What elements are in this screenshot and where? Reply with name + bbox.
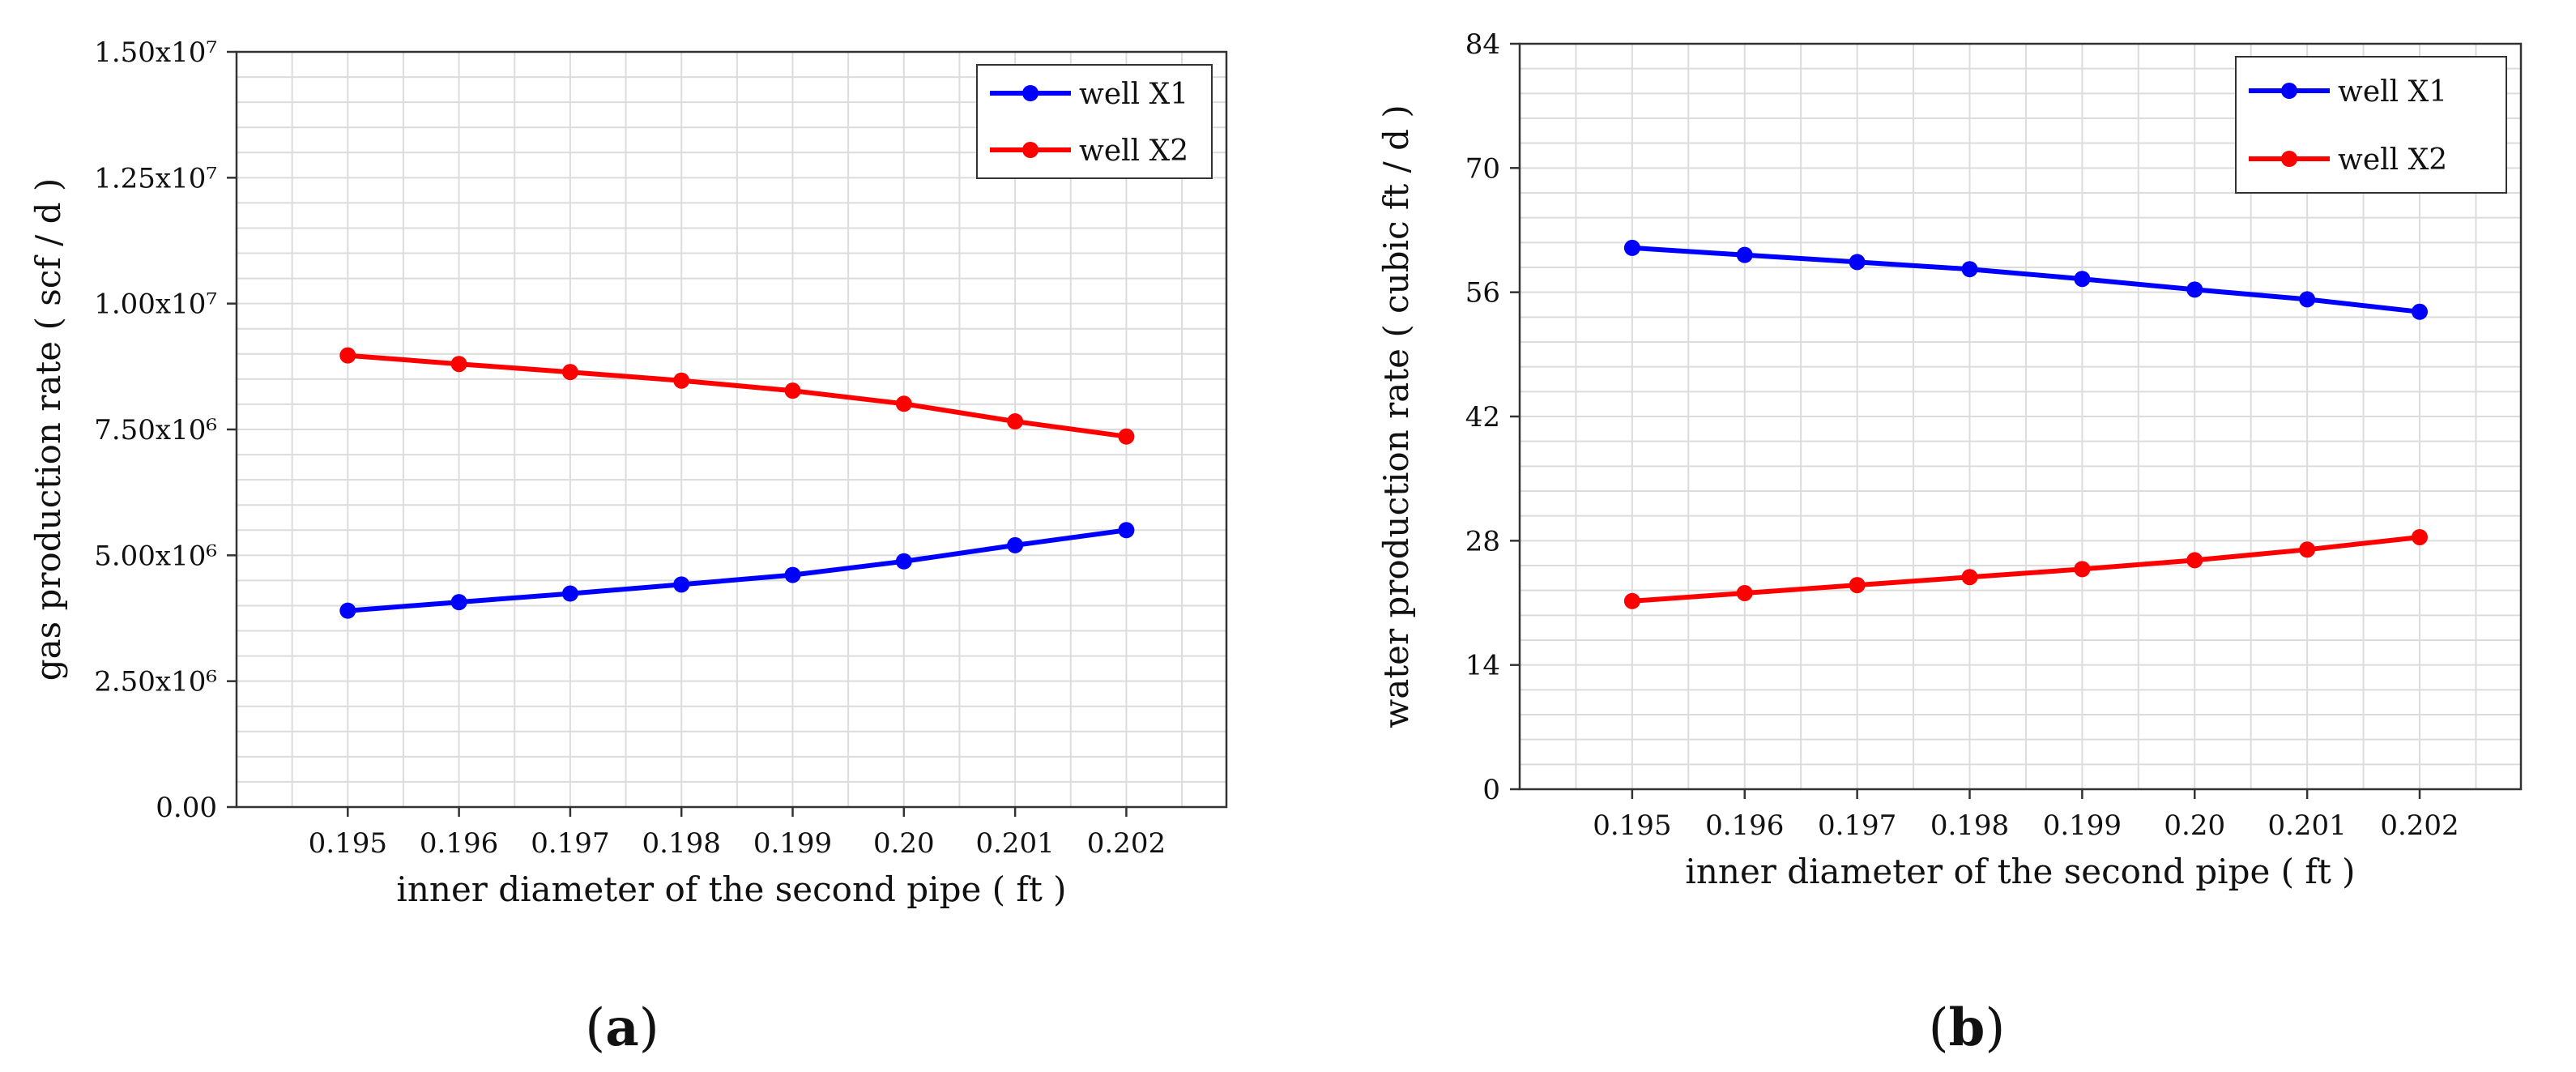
x-tick-label: 0.202 — [2380, 809, 2459, 842]
panel-label-part: b — [1949, 997, 1985, 1058]
data-point — [1849, 254, 1866, 271]
x-tick-label: 0.196 — [1705, 809, 1784, 842]
legend-box — [2235, 56, 2507, 194]
data-point — [1849, 577, 1866, 594]
data-point — [1961, 569, 1978, 586]
series-line-1 — [348, 527, 1127, 613]
data-point — [2412, 303, 2429, 320]
data-point — [784, 382, 801, 399]
data-point — [2186, 552, 2203, 569]
x-tick-label: 0.195 — [309, 827, 387, 860]
y-tick-label: 1.00x10⁷ — [94, 288, 217, 321]
y-tick-label: 56 — [1465, 277, 1500, 310]
panel-label: (b) — [1929, 997, 2006, 1058]
y-tick-label: 14 — [1465, 650, 1500, 682]
legend-swatch-marker — [1022, 142, 1039, 158]
y-tick-label: 0.00 — [156, 792, 217, 824]
panel-label-part: ( — [585, 998, 605, 1058]
data-point — [895, 553, 912, 570]
panel-label-part: ) — [639, 998, 659, 1058]
data-point — [895, 395, 912, 412]
x-tick-label: 0.199 — [2043, 809, 2122, 842]
y-axis-title: gas production rate ( scf / d ) — [28, 178, 68, 681]
y-axis-title: water production rate ( cubic ft / d ) — [1376, 105, 1416, 728]
panel-label-part: ( — [1929, 998, 1949, 1058]
y-tick-label: 70 — [1465, 152, 1500, 185]
data-point — [1961, 261, 1978, 278]
y-tick-label: 28 — [1465, 525, 1500, 557]
x-tick-label: 0.201 — [2267, 809, 2346, 842]
data-point — [1007, 413, 1024, 430]
data-point — [1623, 592, 1640, 609]
legend: well X1 well X2 — [976, 64, 1213, 179]
x-tick-label: 0.201 — [975, 827, 1054, 860]
x-tick-label: 0.198 — [1930, 809, 2009, 842]
y-tick-label: 7.50x10⁶ — [94, 414, 217, 446]
data-point — [561, 364, 578, 381]
x-tick-label: 0.196 — [420, 827, 498, 860]
legend-label: well X2 — [2338, 143, 2447, 177]
panel-label: (a) — [585, 997, 659, 1058]
data-point — [339, 602, 356, 619]
y-tick-label: 1.50x10⁷ — [94, 36, 217, 69]
panel-label-part: a — [605, 997, 638, 1058]
data-point — [450, 356, 467, 373]
data-point — [561, 585, 578, 602]
y-tick-label: 84 — [1465, 28, 1500, 61]
x-axis-title: inner diameter of the second pipe ( ft ) — [396, 869, 1066, 909]
data-point — [2299, 541, 2316, 558]
legend-swatch-marker — [2281, 83, 2297, 99]
legend-swatch-marker — [1022, 85, 1039, 101]
data-point — [450, 594, 467, 611]
x-tick-label: 0.20 — [873, 827, 935, 860]
legend: well X1 well X2 — [2235, 56, 2507, 194]
x-tick-label: 0.202 — [1087, 827, 1166, 860]
x-tick-label: 0.197 — [1818, 809, 1896, 842]
x-tick-label: 0.197 — [531, 827, 609, 860]
data-point — [2186, 281, 2203, 298]
x-axis-title: inner diameter of the second pipe ( ft ) — [1685, 852, 2355, 891]
chart-panel-a: 0.195 0.196 0.197 0.198 0.199 0.20 0.201 0.202 0… — [28, 36, 1228, 1058]
legend-label: well X2 — [1079, 135, 1188, 168]
data-point — [673, 372, 690, 389]
legend-box — [976, 64, 1213, 179]
series-line-2 — [1631, 535, 2420, 604]
x-tick-label: 0.198 — [642, 827, 721, 860]
data-point — [1736, 584, 1753, 601]
series-line-1 — [1631, 245, 2420, 314]
y-tick-label: 0 — [1482, 774, 1500, 806]
chart-panel-b: 0.195 0.196 0.197 0.198 0.199 0.20 0.201 0.202 0… — [1376, 28, 2523, 1058]
data-point — [2412, 528, 2429, 545]
data-point — [1118, 428, 1135, 445]
y-tick-label: 42 — [1465, 401, 1500, 433]
series-line-2 — [348, 352, 1127, 439]
y-tick-label: 5.00x10⁶ — [94, 540, 217, 572]
x-tick-label: 0.20 — [2164, 809, 2225, 842]
panel-label-part: ) — [1985, 998, 2005, 1058]
data-point — [2299, 291, 2316, 308]
data-point — [1623, 239, 1640, 256]
data-point — [673, 576, 690, 593]
data-point — [1007, 536, 1024, 553]
data-point — [2074, 271, 2091, 288]
legend-label: well X1 — [2338, 75, 2447, 109]
data-point — [784, 566, 801, 583]
legend-label: well X1 — [1079, 78, 1188, 111]
data-point — [339, 347, 356, 364]
data-point — [2074, 561, 2091, 578]
data-point — [1118, 522, 1135, 539]
x-tick-label: 0.195 — [1593, 809, 1671, 842]
y-tick-label: 2.50x10⁶ — [94, 666, 217, 698]
y-tick-label: 1.25x10⁷ — [94, 162, 217, 194]
data-point — [1736, 246, 1753, 263]
legend-swatch-marker — [2281, 151, 2297, 167]
x-tick-label: 0.199 — [753, 827, 832, 860]
